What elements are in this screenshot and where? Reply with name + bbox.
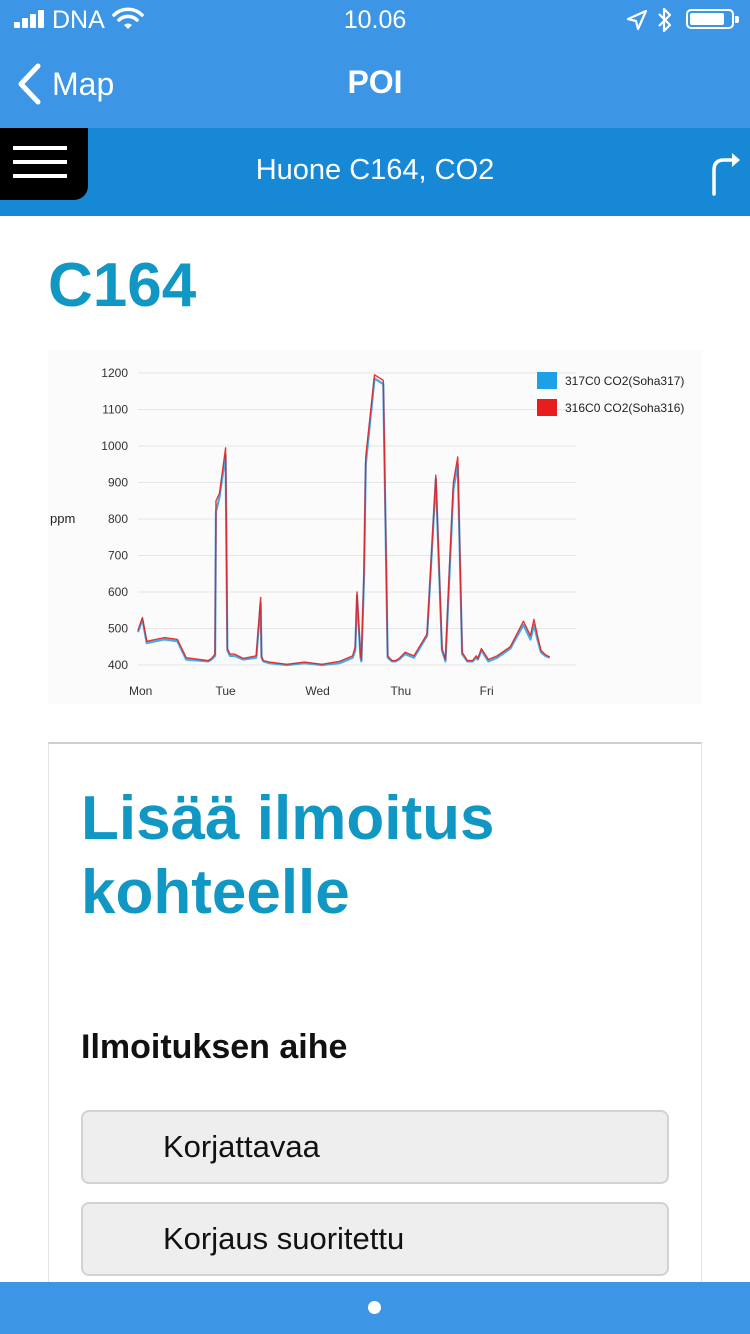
status-time: 10.06: [343, 6, 407, 34]
legend-label: 317C0 CO2(Soha317): [565, 374, 684, 388]
wifi-icon: [112, 7, 144, 29]
page-title: POI: [347, 64, 403, 100]
report-title-line1: Lisää ilmoitus: [81, 784, 495, 853]
route-icon[interactable]: [706, 148, 746, 196]
series-line: [137, 374, 551, 665]
y-tick-label: 1000: [101, 439, 128, 453]
co2-chart: ppm 400 500 600 700 800 900 1000 1100 1200 Mon Tu…: [48, 350, 702, 704]
bluetooth-icon: [658, 7, 672, 33]
option-needs-repair-button[interactable]: Korjattavaa: [81, 1110, 669, 1184]
navigation-bar: DNA 10.06 Map POI: [0, 0, 750, 128]
page-indicator-dot[interactable]: [368, 1301, 381, 1314]
y-tick-label: 400: [108, 658, 128, 672]
room-title: C164: [48, 251, 197, 320]
back-button[interactable]: Map: [16, 62, 114, 106]
hamburger-menu-button[interactable]: [0, 128, 88, 200]
y-tick-label: 1200: [101, 366, 128, 380]
back-label: Map: [52, 65, 115, 102]
y-tick-label: 600: [108, 585, 128, 599]
poi-header: Huone C164, CO2: [0, 128, 750, 216]
option-repair-done-button[interactable]: Korjaus suoritettu: [81, 1202, 669, 1276]
legend-swatch: [537, 372, 557, 389]
legend-swatch: [537, 399, 557, 416]
x-tick-label: Fri: [480, 684, 494, 698]
battery-icon: [686, 9, 739, 29]
x-tick-label: Tue: [215, 684, 236, 698]
x-tick-label: Thu: [390, 684, 411, 698]
report-card: Lisää ilmoitus kohteelle Ilmoituksen aih…: [48, 742, 702, 1302]
chevron-left-icon: [18, 63, 41, 105]
y-tick-label: 500: [108, 622, 128, 636]
status-bar: DNA 10.06: [0, 0, 750, 40]
carrier-label: DNA: [52, 6, 105, 34]
x-tick-label: Wed: [305, 684, 329, 698]
y-tick-label: 700: [108, 549, 128, 563]
location-icon: [626, 9, 648, 31]
bottom-bar: [0, 1282, 750, 1334]
y-tick-label: 800: [108, 512, 128, 526]
y-tick-label: 1100: [102, 403, 128, 417]
x-tick-label: Mon: [129, 684, 152, 698]
topic-label: Ilmoituksen aihe: [81, 1028, 348, 1066]
poi-subtitle: Huone C164, CO2: [255, 154, 495, 186]
report-title: Lisää ilmoitus kohteelle: [81, 782, 681, 930]
y-tick-label: 900: [108, 476, 128, 490]
legend-label: 316C0 CO2(Soha316): [565, 401, 684, 415]
report-title-line2: kohteelle: [81, 858, 350, 927]
y-axis-label: ppm: [50, 511, 75, 526]
signal-icon: [14, 10, 48, 28]
